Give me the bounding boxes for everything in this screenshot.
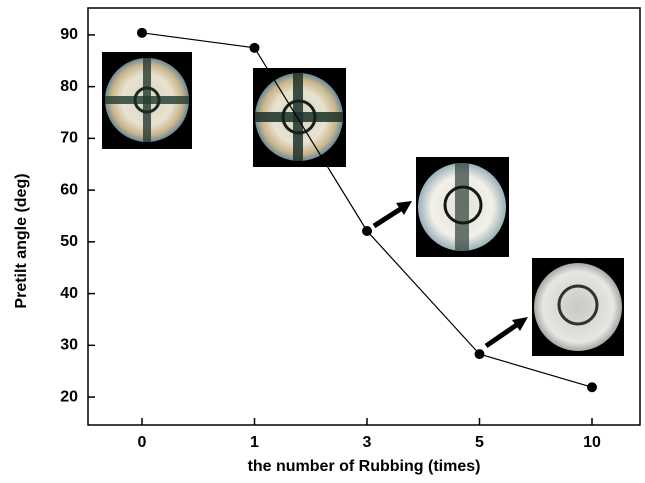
- x-tick-label: 3: [363, 434, 372, 451]
- y-axis-title: Pretilt angle (deg): [13, 173, 30, 308]
- y-tick-label: 20: [60, 388, 78, 405]
- point: [587, 382, 597, 392]
- x-tick-label: 10: [583, 434, 601, 451]
- chart: the number of Rubbing (times) Pretilt an…: [0, 0, 645, 483]
- y-tick-label: 30: [60, 337, 78, 354]
- y-tick-label: 90: [60, 26, 78, 43]
- x-tick-label: 5: [475, 434, 484, 451]
- y-tick-label: 50: [60, 233, 78, 250]
- point: [137, 28, 147, 38]
- x-axis-title: the number of Rubbing (times): [248, 458, 481, 475]
- point: [250, 43, 260, 53]
- y-tick-label: 80: [60, 78, 78, 95]
- y-tick-label: 60: [60, 181, 78, 198]
- x-tick-label: 0: [138, 434, 147, 451]
- y-tick-label: 70: [60, 130, 78, 147]
- y-tick-label: 40: [60, 285, 78, 302]
- x-tick-label: 1: [250, 434, 259, 451]
- point: [475, 349, 485, 359]
- inset-images: [102, 52, 624, 356]
- point: [362, 226, 372, 236]
- line: [142, 33, 592, 387]
